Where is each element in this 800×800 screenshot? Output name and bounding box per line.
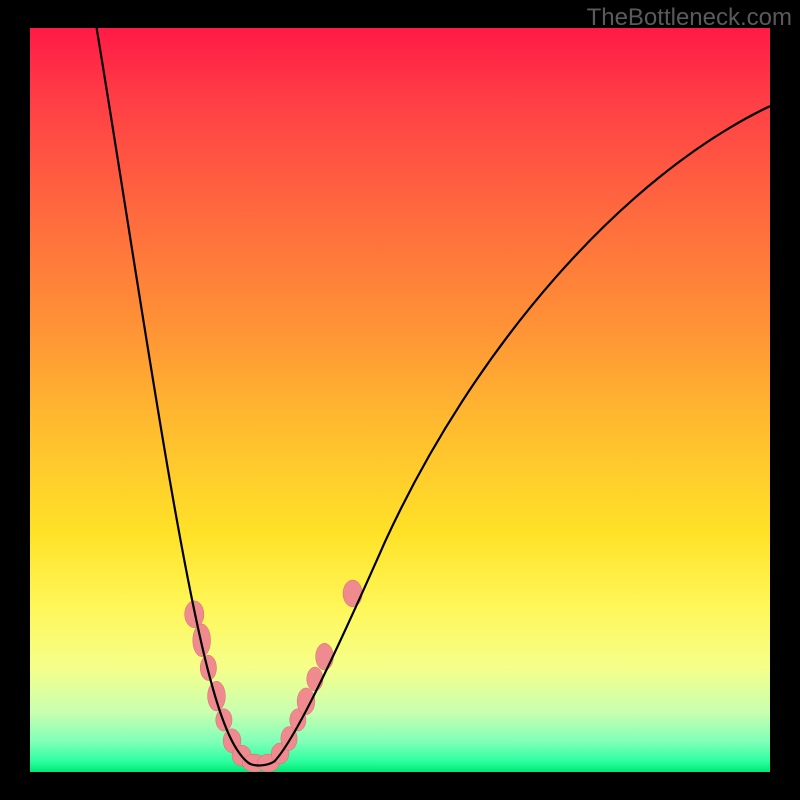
watermark-text: TheBottleneck.com [587, 4, 792, 32]
chart-container: TheBottleneck.com [0, 0, 800, 800]
plot-area [30, 28, 770, 772]
gradient-background [30, 28, 770, 772]
